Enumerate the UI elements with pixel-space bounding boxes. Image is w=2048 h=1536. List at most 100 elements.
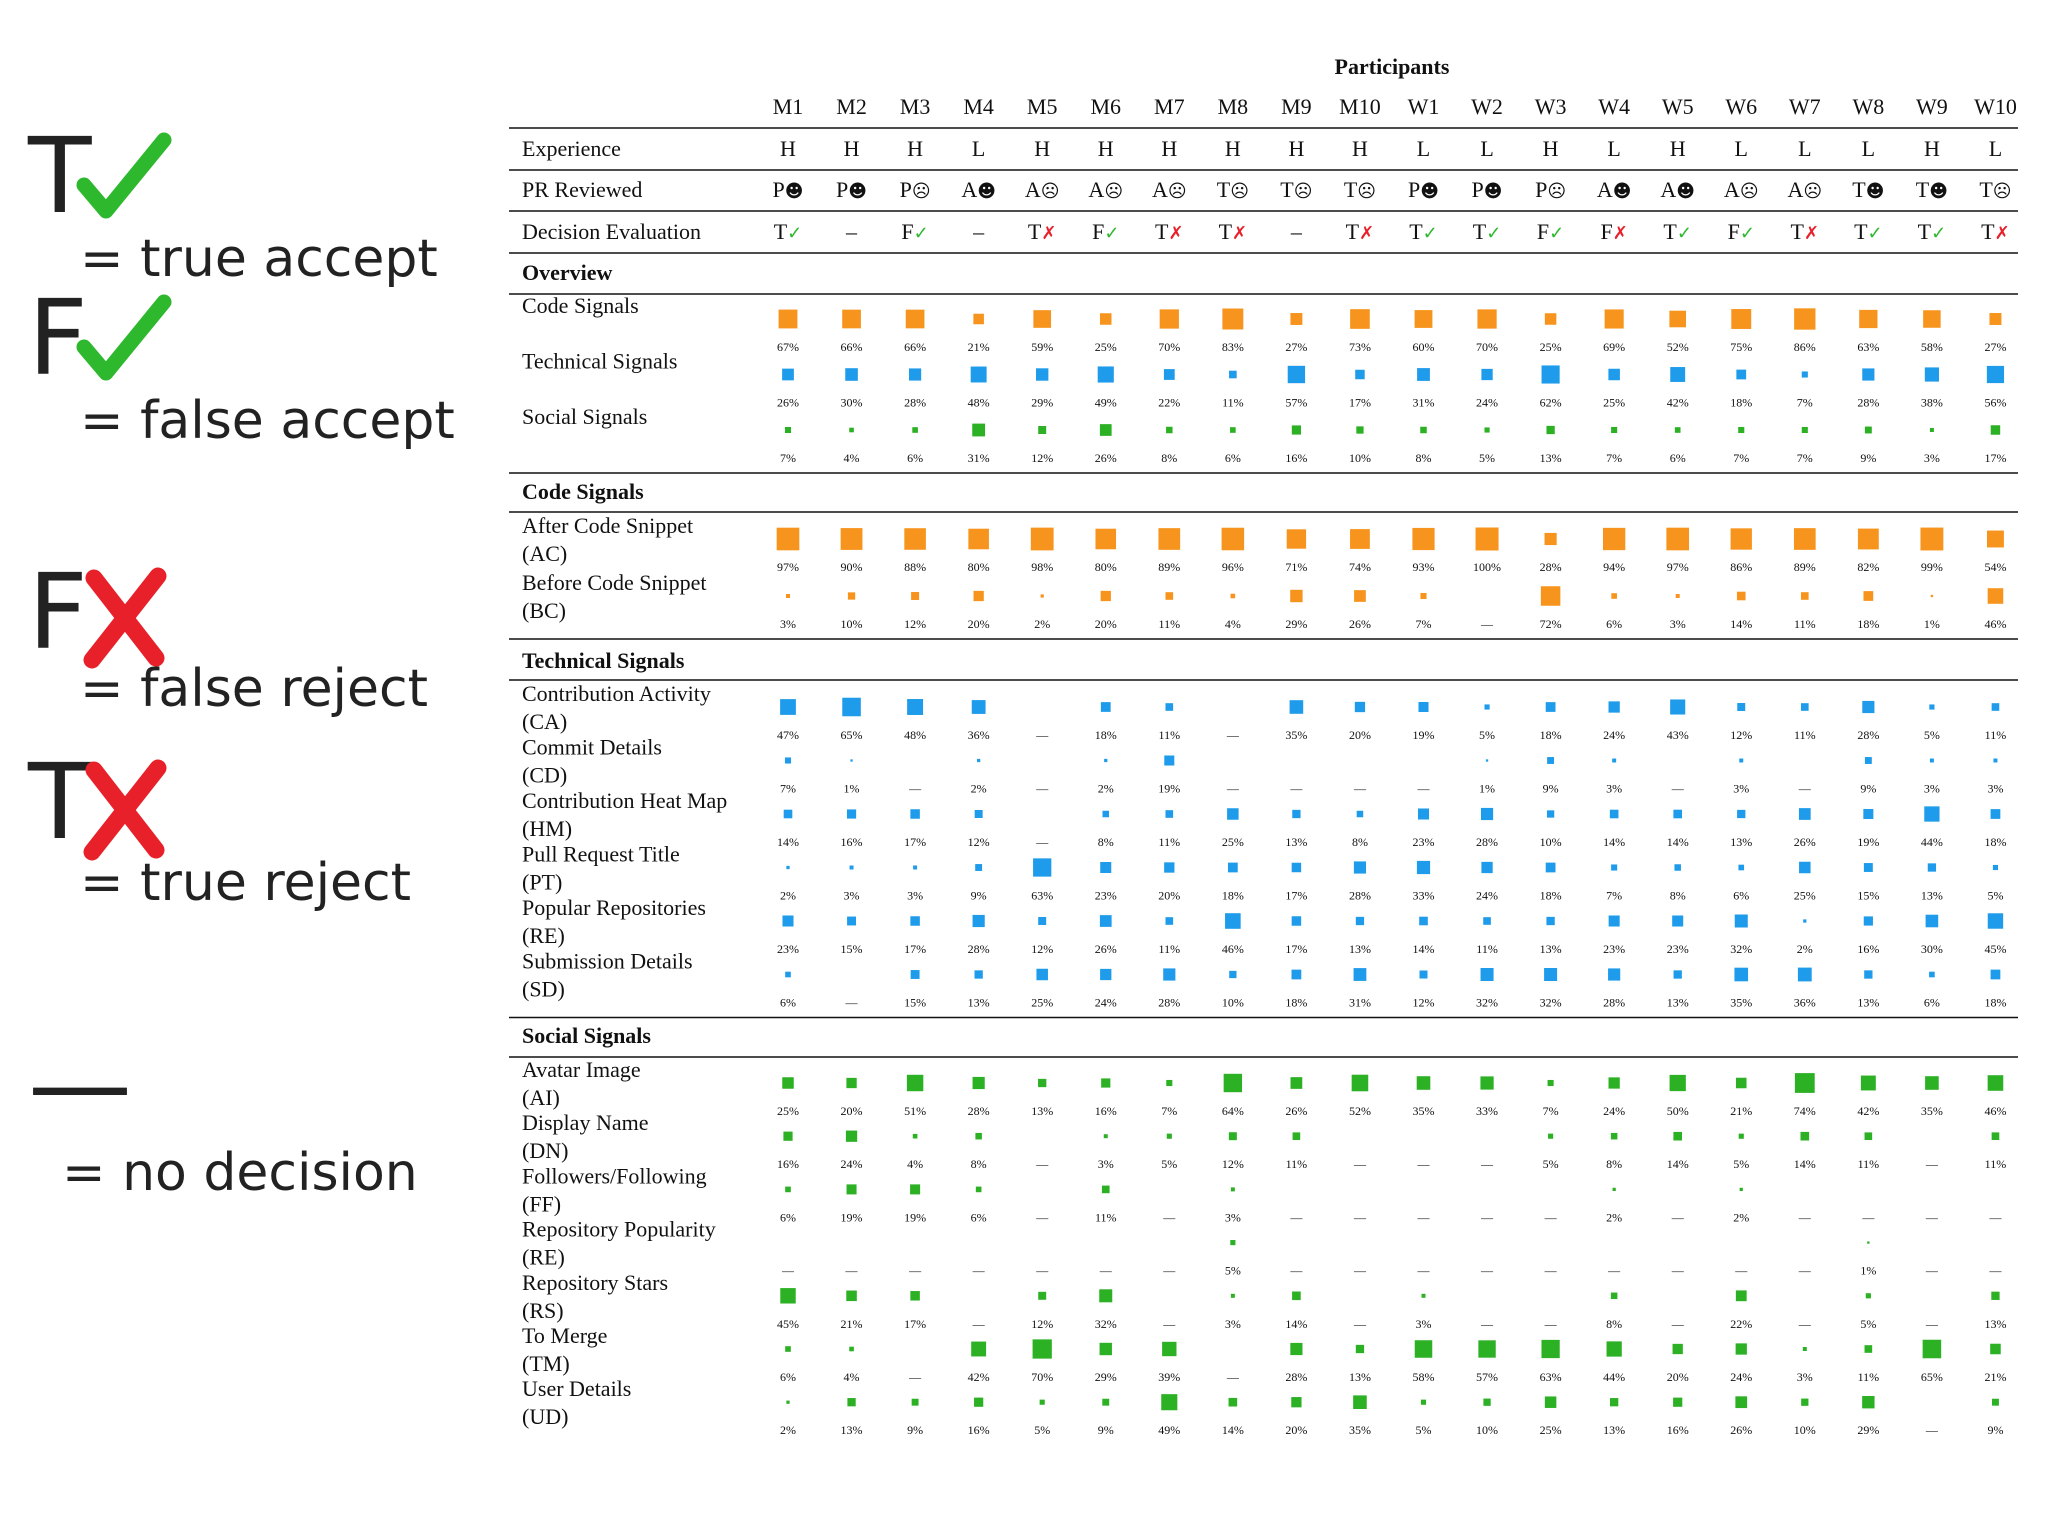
percent-label: — bbox=[1226, 728, 1240, 742]
signal-square bbox=[974, 1397, 984, 1407]
percent-label: 97% bbox=[1667, 560, 1689, 574]
cell: H bbox=[1352, 136, 1368, 161]
signal-square bbox=[1164, 755, 1175, 766]
percent-label: 11% bbox=[1985, 1157, 2007, 1171]
cell: L bbox=[1798, 136, 1811, 161]
signal-square bbox=[975, 864, 983, 871]
cross-icon bbox=[83, 567, 167, 669]
percent-label: 5% bbox=[1479, 451, 1495, 465]
legend-label: = no decision bbox=[62, 1143, 418, 1203]
row-abbr: (SD) bbox=[522, 977, 565, 1002]
signal-square bbox=[1230, 1240, 1236, 1246]
percent-label: 63% bbox=[1857, 340, 1879, 354]
signal-square bbox=[1608, 701, 1620, 713]
signal-square bbox=[783, 1131, 793, 1141]
percent-label: 3% bbox=[1670, 617, 1686, 631]
signal-square bbox=[1609, 809, 1619, 819]
row-label: Technical Signals bbox=[522, 349, 677, 374]
column-header: W1 bbox=[1408, 94, 1440, 119]
signal-square bbox=[1611, 593, 1617, 599]
signal-square bbox=[1670, 367, 1686, 382]
signal-square bbox=[1417, 368, 1430, 381]
signal-square bbox=[1863, 916, 1873, 926]
signal-square bbox=[1032, 1339, 1052, 1359]
percent-label: — bbox=[1671, 1210, 1685, 1224]
percent-label: 36% bbox=[1794, 996, 1816, 1010]
percent-label: 21% bbox=[841, 1317, 863, 1331]
percent-label: 3% bbox=[1416, 1317, 1432, 1331]
percent-label: 97% bbox=[777, 560, 799, 574]
signal-square bbox=[845, 368, 858, 381]
cell: T☹ bbox=[1280, 177, 1312, 202]
row-label: Submission Details bbox=[522, 949, 693, 974]
percent-label: — bbox=[1289, 1210, 1303, 1224]
percent-label: 3% bbox=[907, 889, 923, 903]
signal-square bbox=[1230, 427, 1236, 433]
signal-square bbox=[1040, 594, 1044, 598]
percent-label: 11% bbox=[1794, 617, 1816, 631]
percent-label: 14% bbox=[1413, 942, 1435, 956]
signal-square bbox=[1416, 860, 1431, 875]
signal-square bbox=[1097, 366, 1114, 383]
signal-square bbox=[1163, 968, 1176, 981]
legend-letter: F bbox=[28, 551, 88, 673]
percent-label: 2% bbox=[1034, 617, 1050, 631]
signal-square bbox=[1862, 368, 1875, 381]
percent-label: 5% bbox=[1034, 1423, 1050, 1437]
percent-label: 28% bbox=[968, 1104, 990, 1118]
signal-square bbox=[1990, 425, 2001, 435]
percent-label: 7% bbox=[1733, 451, 1749, 465]
percent-label: — bbox=[1417, 1264, 1431, 1278]
row-label: Commit Details bbox=[522, 735, 662, 760]
percent-label: 42% bbox=[968, 1370, 990, 1384]
percent-label: 3% bbox=[1924, 782, 1940, 796]
cell: A☹ bbox=[1724, 177, 1759, 202]
percent-label: 16% bbox=[1857, 942, 1879, 956]
signal-square bbox=[1864, 757, 1872, 764]
signal-square bbox=[1165, 703, 1174, 711]
percent-label: 14% bbox=[1667, 1157, 1689, 1171]
percent-label: 4% bbox=[1225, 617, 1241, 631]
signal-square bbox=[1610, 1292, 1618, 1300]
percent-label: 6% bbox=[1606, 617, 1622, 631]
percent-label: 20% bbox=[1667, 1370, 1689, 1384]
percent-label: 48% bbox=[968, 396, 990, 410]
percent-label: 18% bbox=[1095, 728, 1117, 742]
signal-square bbox=[1862, 1396, 1875, 1409]
percent-label: 17% bbox=[904, 835, 926, 849]
cell: T☹ bbox=[1979, 177, 2011, 202]
percent-label: 31% bbox=[1413, 396, 1435, 410]
signal-square bbox=[1417, 808, 1430, 820]
percent-label: 19% bbox=[1413, 728, 1435, 742]
signal-square bbox=[1483, 917, 1491, 925]
signal-square bbox=[1228, 1397, 1238, 1407]
percent-label: 18% bbox=[1222, 889, 1244, 903]
signal-square bbox=[975, 1132, 982, 1140]
section-title: Social Signals bbox=[522, 1023, 651, 1048]
percent-label: 18% bbox=[1984, 835, 2006, 849]
percent-label: 45% bbox=[1984, 942, 2006, 956]
percent-label: 5% bbox=[1225, 1264, 1241, 1278]
cell: F✗ bbox=[1600, 219, 1627, 244]
signal-square bbox=[1420, 426, 1427, 434]
percent-label: 70% bbox=[1031, 1370, 1053, 1384]
signal-square bbox=[911, 1398, 919, 1406]
percent-label: 35% bbox=[1413, 1104, 1435, 1118]
signal-square bbox=[1798, 808, 1811, 820]
signal-square bbox=[1992, 1398, 1999, 1406]
percent-label: 10% bbox=[1222, 996, 1244, 1010]
legend-label: = false accept bbox=[80, 391, 455, 451]
percent-label: 24% bbox=[1603, 1104, 1625, 1118]
cell: P☻ bbox=[1472, 177, 1503, 202]
signal-square bbox=[1929, 971, 1935, 978]
percent-label: 10% bbox=[1540, 835, 1562, 849]
signal-square bbox=[1608, 368, 1620, 381]
percent-label: 24% bbox=[1730, 1370, 1752, 1384]
percent-label: 75% bbox=[1730, 340, 1752, 354]
percent-label: 16% bbox=[777, 1157, 799, 1171]
signal-square bbox=[1672, 915, 1684, 927]
signal-square bbox=[1920, 527, 1944, 551]
cell: L bbox=[1417, 136, 1430, 161]
percent-label: 20% bbox=[1349, 728, 1371, 742]
